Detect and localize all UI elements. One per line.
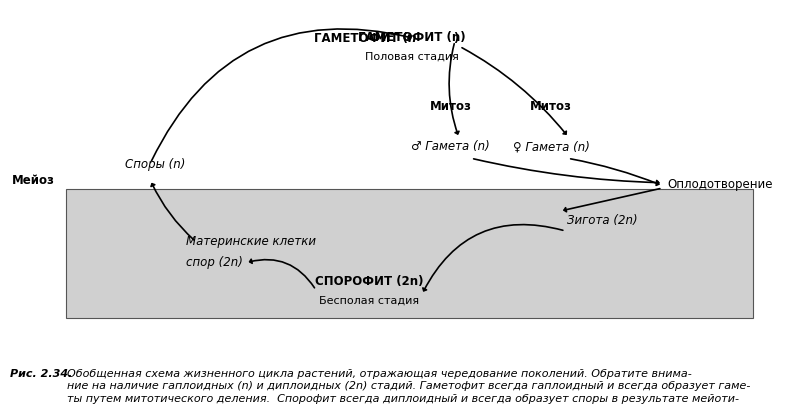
- Text: n: n: [408, 32, 416, 45]
- Text: Оплодотворение: Оплодотворение: [668, 178, 773, 191]
- Text: Мейоз: Мейоз: [12, 174, 55, 187]
- Text: Митоз: Митоз: [429, 100, 471, 113]
- Text: Материнские клетки: Материнские клетки: [186, 235, 317, 248]
- Text: ♂ Гамета (n): ♂ Гамета (n): [411, 141, 489, 153]
- Text: Рис. 2.34.: Рис. 2.34.: [10, 369, 73, 379]
- Text: ♀ Гамета (n): ♀ Гамета (n): [512, 141, 590, 153]
- Text: Половая стадия: Половая стадия: [364, 52, 459, 62]
- Text: Митоз: Митоз: [531, 100, 572, 113]
- Text: ): ): [453, 32, 458, 45]
- Text: спор (2n): спор (2n): [186, 256, 243, 269]
- Text: ГАМЕТОФИТ (n): ГАМЕТОФИТ (n): [358, 31, 466, 44]
- Text: Споры (n): Споры (n): [125, 158, 185, 171]
- Text: ГАМЕТОФИТ (: ГАМЕТОФИТ (: [314, 32, 408, 45]
- Text: Обобщенная схема жизненного цикла растений, отражающая чередование поколений. Об: Обобщенная схема жизненного цикла растен…: [67, 369, 751, 405]
- Text: Зигота (2n): Зигота (2n): [567, 214, 638, 227]
- Text: Бесполая стадия: Бесполая стадия: [318, 296, 419, 306]
- Bar: [67, 189, 753, 318]
- Text: СПОРОФИТ (2n): СПОРОФИТ (2n): [314, 275, 423, 288]
